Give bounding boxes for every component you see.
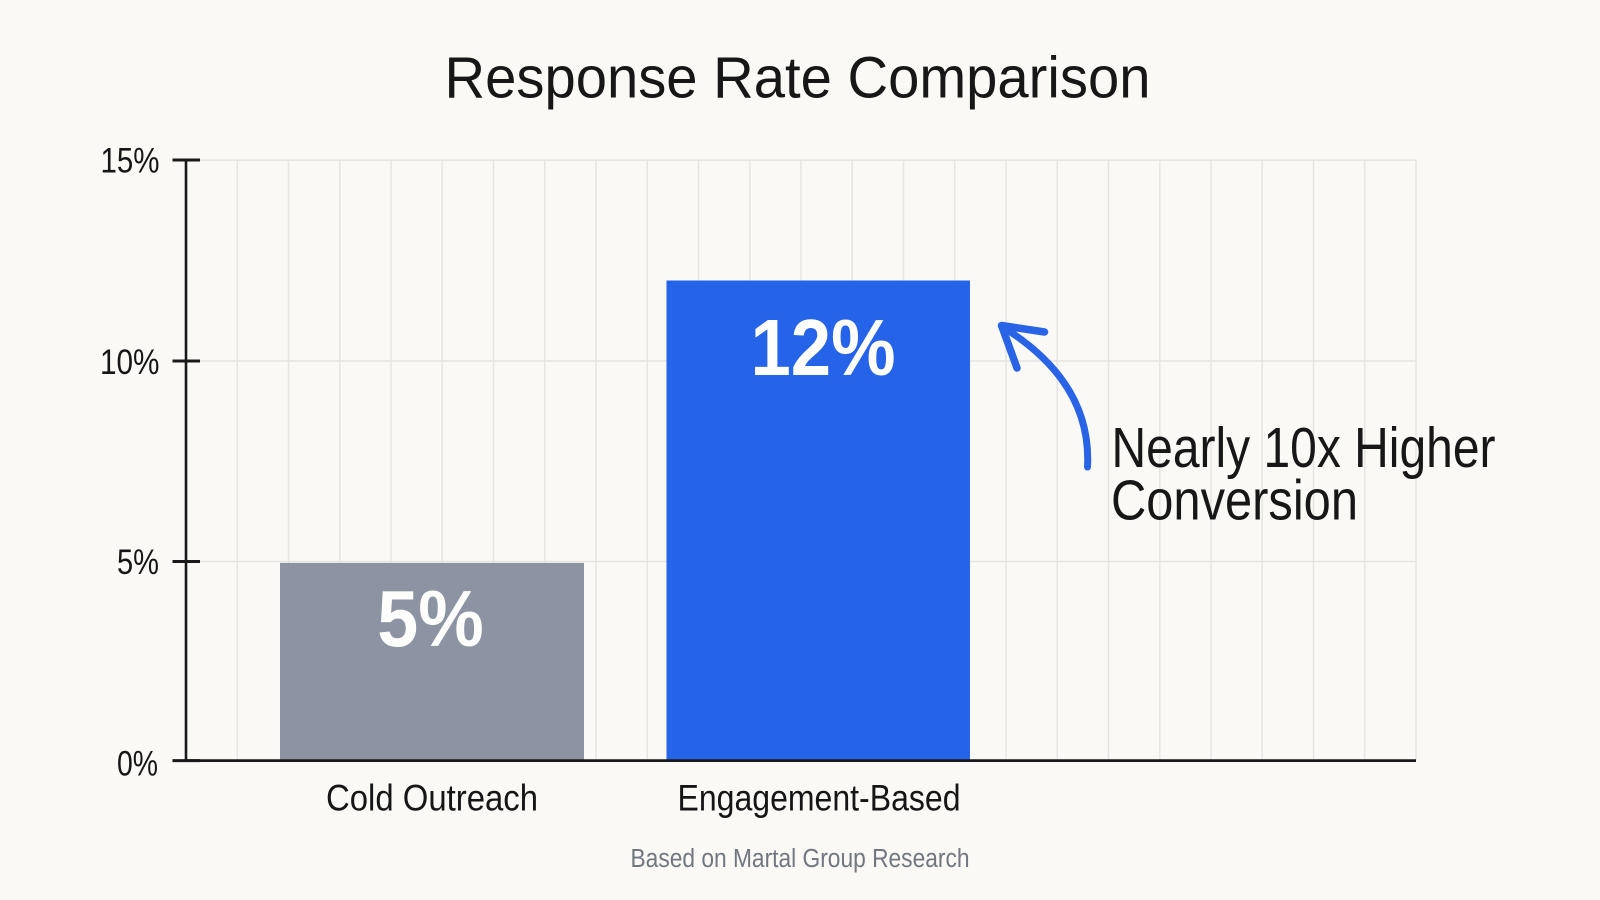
svg-text:10%: 10% (100, 343, 160, 382)
svg-text:12%: 12% (751, 303, 896, 392)
svg-text:15%: 15% (101, 141, 160, 180)
svg-text:0%: 0% (117, 745, 158, 784)
svg-text:5%: 5% (117, 543, 159, 582)
svg-text:Response Rate Comparison: Response Rate Comparison (445, 46, 1151, 111)
svg-text:Engagement-Based: Engagement-Based (678, 778, 961, 819)
svg-text:Conversion: Conversion (1111, 469, 1358, 533)
svg-text:Cold Outreach: Cold Outreach (326, 778, 538, 819)
svg-text:Nearly 10x Higher: Nearly 10x Higher (1112, 416, 1496, 480)
svg-text:5%: 5% (377, 574, 484, 663)
svg-text:Based on Martal Group Research: Based on Martal Group Research (631, 845, 970, 873)
